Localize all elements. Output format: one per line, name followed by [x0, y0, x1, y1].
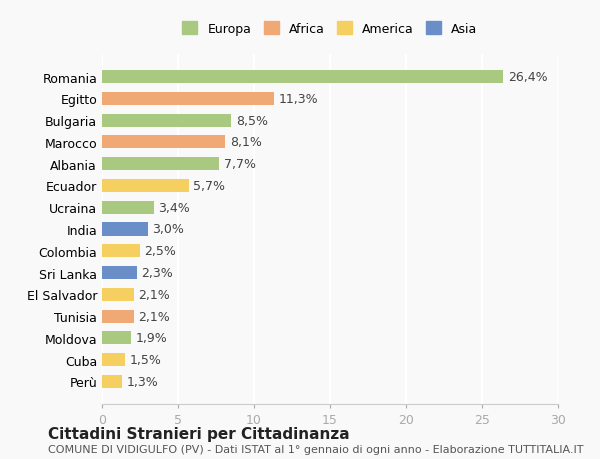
- Bar: [102, 201, 154, 214]
- Text: 26,4%: 26,4%: [508, 71, 547, 84]
- Bar: [102, 266, 137, 280]
- Text: 2,1%: 2,1%: [139, 288, 170, 301]
- Text: 2,1%: 2,1%: [139, 310, 170, 323]
- Text: 11,3%: 11,3%: [278, 93, 318, 106]
- Legend: Europa, Africa, America, Asia: Europa, Africa, America, Asia: [176, 16, 484, 42]
- Text: 3,0%: 3,0%: [152, 223, 184, 236]
- Bar: [102, 245, 140, 258]
- Text: 1,9%: 1,9%: [136, 331, 167, 345]
- Text: 8,1%: 8,1%: [230, 136, 262, 149]
- Bar: [102, 114, 231, 128]
- Bar: [102, 158, 219, 171]
- Bar: [102, 310, 134, 323]
- Bar: [102, 71, 503, 84]
- Bar: [102, 331, 131, 345]
- Text: 3,4%: 3,4%: [158, 202, 190, 214]
- Text: 1,3%: 1,3%: [127, 375, 158, 388]
- Bar: [102, 375, 122, 388]
- Text: 2,3%: 2,3%: [142, 267, 173, 280]
- Bar: [102, 353, 125, 366]
- Bar: [102, 223, 148, 236]
- Text: COMUNE DI VIDIGULFO (PV) - Dati ISTAT al 1° gennaio di ogni anno - Elaborazione : COMUNE DI VIDIGULFO (PV) - Dati ISTAT al…: [48, 444, 583, 454]
- Text: Cittadini Stranieri per Cittadinanza: Cittadini Stranieri per Cittadinanza: [48, 425, 350, 441]
- Bar: [102, 179, 188, 193]
- Text: 2,5%: 2,5%: [145, 245, 176, 257]
- Text: 5,7%: 5,7%: [193, 179, 225, 192]
- Text: 1,5%: 1,5%: [130, 353, 161, 366]
- Text: 7,7%: 7,7%: [224, 158, 256, 171]
- Bar: [102, 288, 134, 301]
- Text: 8,5%: 8,5%: [236, 114, 268, 128]
- Bar: [102, 136, 225, 149]
- Bar: [102, 93, 274, 106]
